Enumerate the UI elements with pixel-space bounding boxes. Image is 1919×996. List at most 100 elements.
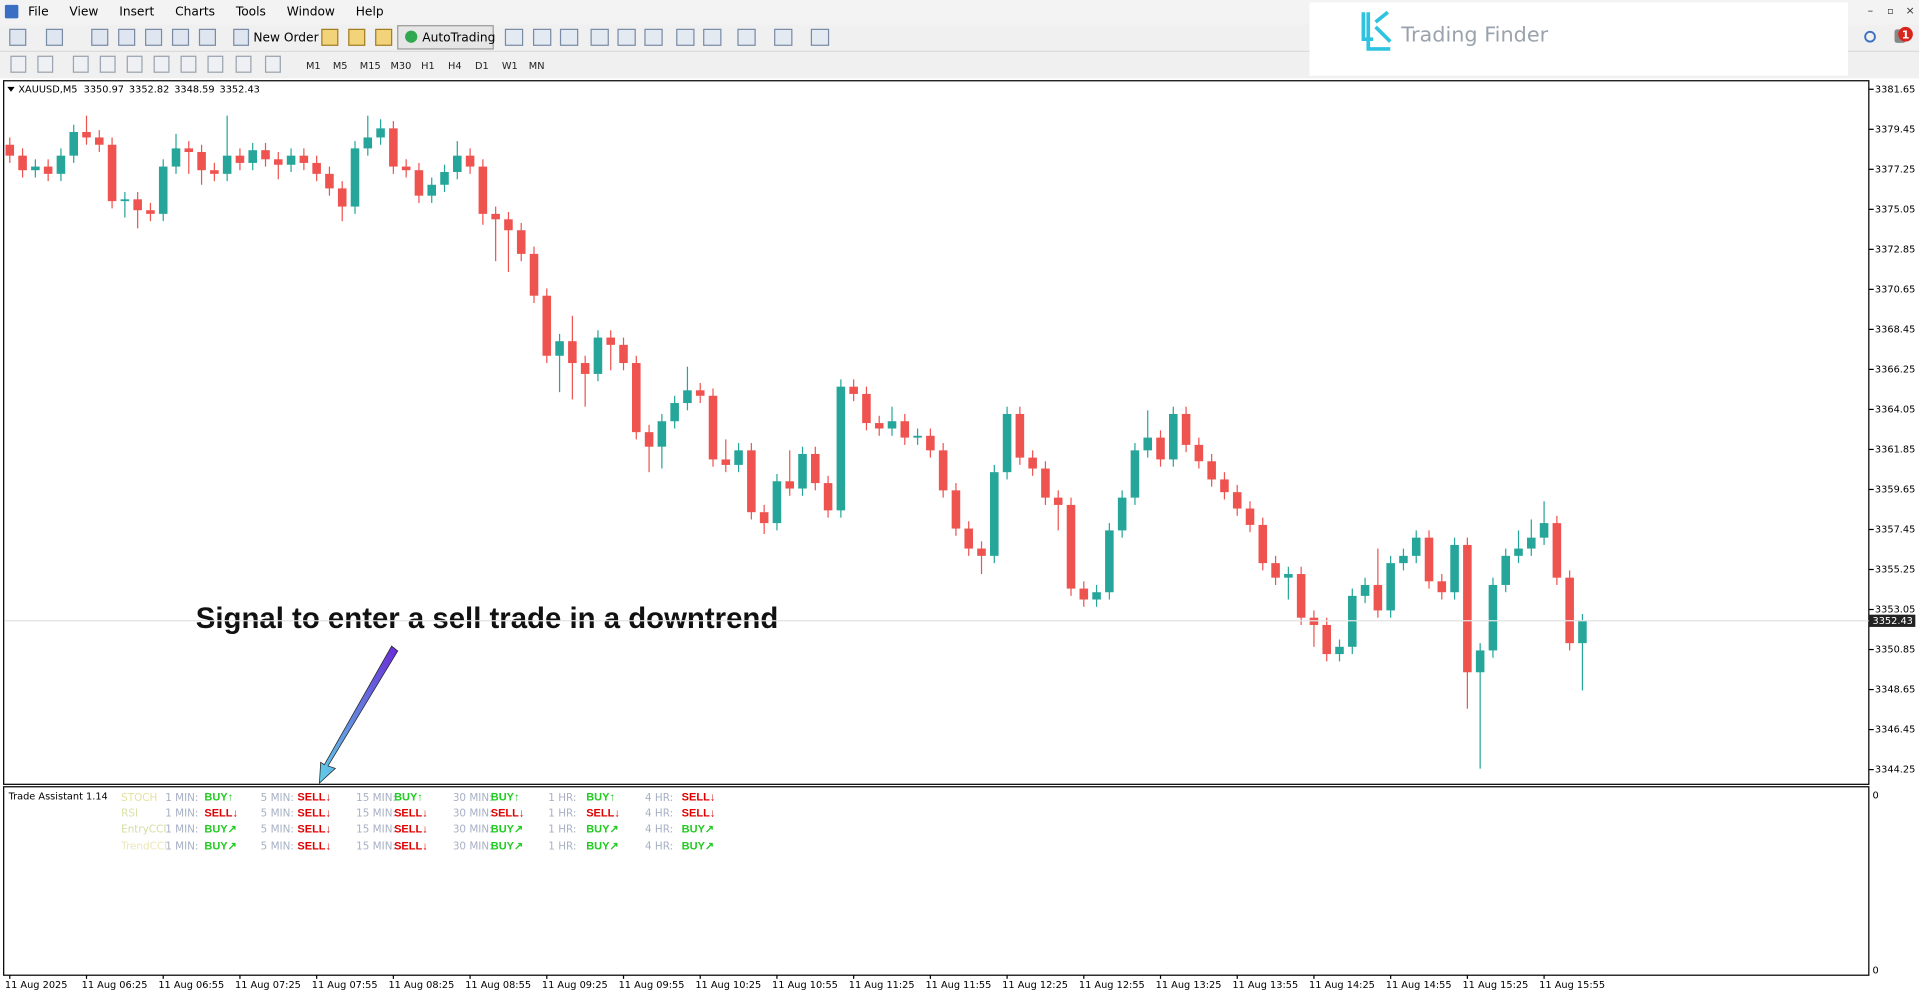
signal: BUY↗ xyxy=(491,823,523,835)
auto-trading-button[interactable]: AutoTrading xyxy=(422,30,495,44)
restore[interactable]: ▫ xyxy=(1887,6,1894,17)
menu-item[interactable]: Help xyxy=(356,5,384,19)
timeframe-button[interactable]: M30 xyxy=(390,61,411,72)
toolbar-icon[interactable] xyxy=(348,28,366,46)
logo-icon xyxy=(1361,10,1392,51)
timeframe-label: 5 MIN: xyxy=(261,824,294,836)
tool-icon[interactable] xyxy=(235,55,252,73)
menu-item[interactable]: Insert xyxy=(119,5,154,19)
timeframe-button[interactable]: D1 xyxy=(475,61,489,72)
signal: SELL↓ xyxy=(682,792,716,804)
toolbar-icon[interactable] xyxy=(198,28,217,46)
y-tick-label: 3353.05 xyxy=(1875,605,1915,616)
x-tick-label: 11 Aug 15:55 xyxy=(1539,980,1605,991)
menu-item[interactable]: File xyxy=(28,5,48,19)
candle-body xyxy=(721,459,731,465)
toolbar-icon[interactable] xyxy=(737,28,756,46)
tool-icon[interactable] xyxy=(207,55,224,73)
y-tick-label: 3370.65 xyxy=(1875,284,1915,295)
timeframe-button[interactable]: H1 xyxy=(421,61,435,72)
toolbar-icon[interactable] xyxy=(9,28,27,46)
toolbar-icon[interactable] xyxy=(321,28,339,46)
toolbar-icon[interactable] xyxy=(559,28,579,46)
toolbar-icon[interactable] xyxy=(703,28,722,46)
timeframe-button[interactable]: M1 xyxy=(306,61,321,72)
x-tick-label: 11 Aug 07:55 xyxy=(312,980,378,991)
toolbar-icon[interactable] xyxy=(676,28,695,46)
timeframe-button[interactable]: M5 xyxy=(333,61,348,72)
candle-body xyxy=(1028,457,1037,469)
tool-icon[interactable] xyxy=(126,55,143,73)
candle-body xyxy=(811,453,820,484)
candle-body xyxy=(43,166,53,174)
tool-icon[interactable] xyxy=(37,55,54,73)
auto-trading-frame[interactable] xyxy=(397,25,494,50)
y-tick-label: 3346.45 xyxy=(1875,725,1915,736)
tool-icon[interactable] xyxy=(99,55,116,73)
x-tick-label: 11 Aug 14:55 xyxy=(1386,980,1452,991)
toolbar-icon[interactable] xyxy=(504,28,524,46)
indicator-name: Trade Assistant 1.14 xyxy=(8,792,108,803)
toolbar-icon[interactable] xyxy=(644,28,663,46)
auto-trading-icon[interactable] xyxy=(405,30,418,43)
tool-icon[interactable] xyxy=(10,55,27,73)
tool-icon[interactable] xyxy=(264,55,281,73)
y-tick-label: 3381.65 xyxy=(1875,84,1915,95)
tool-icon[interactable] xyxy=(72,55,89,73)
candle-body xyxy=(350,148,360,207)
menu-item[interactable]: Charts xyxy=(175,5,215,19)
candle-body xyxy=(299,155,309,163)
search-icon[interactable] xyxy=(1864,30,1876,43)
minimize[interactable]: – xyxy=(1868,4,1874,17)
ohlc-value: 3352.43 xyxy=(219,84,259,95)
indicator-row-label: STOCH xyxy=(121,792,157,804)
menu-item[interactable]: View xyxy=(69,5,98,19)
toolbar-icon[interactable] xyxy=(145,28,163,46)
candle-body xyxy=(977,548,986,556)
x-tick-label: 11 Aug 09:25 xyxy=(542,980,608,991)
timeframe-button[interactable]: MN xyxy=(529,61,545,72)
timeframe-button[interactable]: H4 xyxy=(448,61,462,72)
toolbar-icon[interactable] xyxy=(375,28,393,46)
y-tick-label: 3359.65 xyxy=(1875,484,1915,495)
timeframe-button[interactable]: W1 xyxy=(502,61,518,72)
candle-body xyxy=(1117,497,1127,531)
candle-body xyxy=(210,170,219,174)
signal: BUY↗ xyxy=(586,841,618,853)
timeframe-button[interactable]: M15 xyxy=(360,61,381,72)
signal: BUY↑ xyxy=(394,792,423,804)
candle-body xyxy=(312,162,321,174)
annotation-arrow xyxy=(319,645,399,784)
toolbar-icon[interactable] xyxy=(91,28,109,46)
candle-body xyxy=(1130,450,1140,498)
toolbar-icon[interactable] xyxy=(774,28,793,46)
tool-icon[interactable] xyxy=(180,55,197,73)
toolbar-icon[interactable] xyxy=(45,28,64,46)
candle-body xyxy=(235,155,245,163)
toolbar-icon[interactable] xyxy=(118,28,136,46)
toolbar-icon[interactable] xyxy=(233,28,250,46)
candle-body xyxy=(1156,437,1165,460)
menu-item[interactable]: Window xyxy=(287,5,335,19)
candle-body xyxy=(197,152,206,171)
candle-body xyxy=(1539,523,1549,538)
candle-body xyxy=(1245,508,1255,525)
candle-body xyxy=(1271,563,1280,578)
new-order-button[interactable]: New Order xyxy=(253,30,319,44)
toolbar-icon[interactable] xyxy=(171,28,190,46)
timeframe-label: 5 MIN: xyxy=(261,808,294,820)
close[interactable]: × xyxy=(1906,4,1915,17)
tool-icon[interactable] xyxy=(153,55,170,73)
toolbar-icon[interactable] xyxy=(617,28,636,46)
candle-body xyxy=(900,421,910,438)
toolbar-icon[interactable] xyxy=(590,28,609,46)
toolbar-icon[interactable] xyxy=(532,28,552,46)
toolbar-icon[interactable] xyxy=(810,28,830,46)
y-tick-label: 3377.25 xyxy=(1875,164,1915,175)
candle-body xyxy=(31,166,40,171)
candle-body xyxy=(772,481,782,524)
menu-item[interactable]: Tools xyxy=(235,5,266,19)
badge-count: 1 xyxy=(1902,28,1910,41)
chart-title: XAUUSD,M5 xyxy=(18,84,77,95)
